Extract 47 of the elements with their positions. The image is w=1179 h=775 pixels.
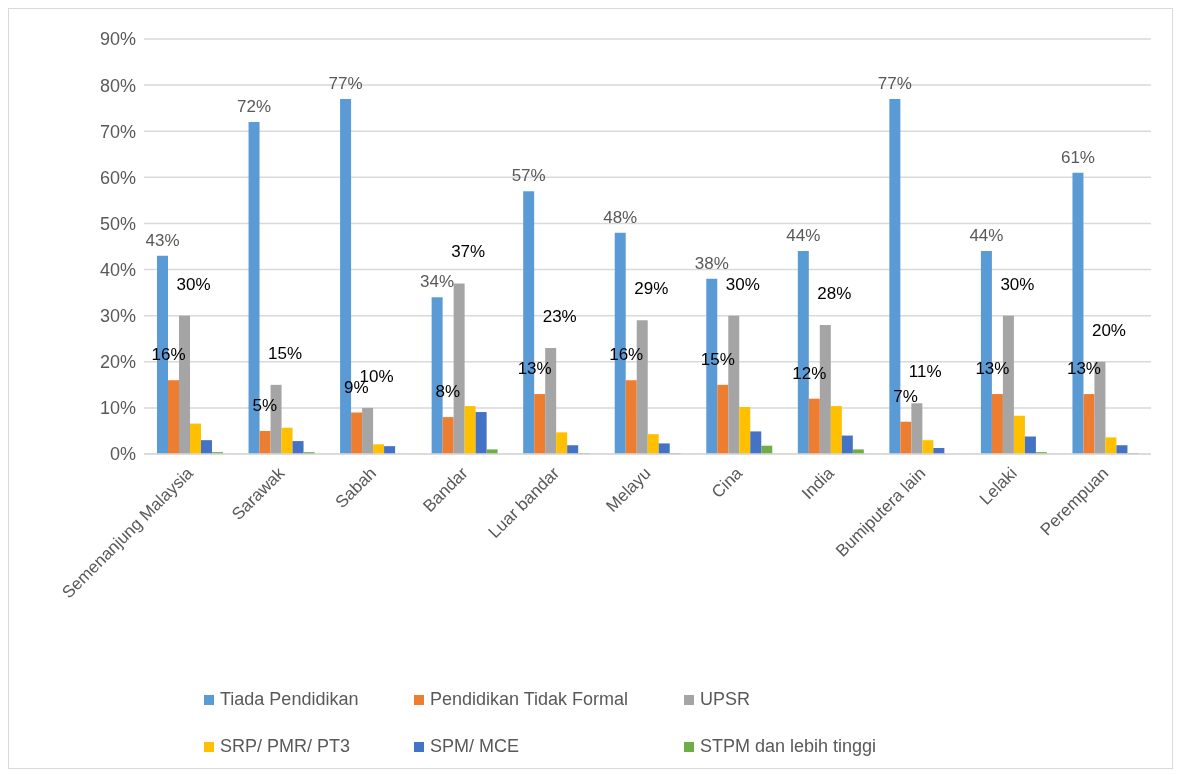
y-tick-label: 80%: [99, 75, 136, 96]
legend-label: SRP/ PMR/ PT3: [220, 736, 351, 757]
legend-label: Pendidikan Tidak Formal: [430, 689, 629, 710]
data-label: 30%: [176, 274, 211, 294]
data-label: 15%: [700, 349, 735, 369]
y-tick-label: 50%: [99, 213, 136, 234]
data-label: 44%: [786, 226, 821, 246]
data-label: 16%: [609, 345, 644, 365]
y-tick-label: 0%: [109, 444, 136, 465]
data-label: 8%: [435, 382, 461, 402]
data-label: 57%: [511, 166, 546, 186]
y-tick-label: 90%: [99, 29, 136, 50]
legend-label: STPM dan lebih tinggi: [700, 736, 877, 757]
data-label: 34%: [420, 272, 455, 292]
y-tick-label: 20%: [99, 352, 136, 373]
y-tick-label: 60%: [99, 167, 136, 188]
data-label: 29%: [634, 279, 669, 299]
data-label: 28%: [817, 283, 852, 303]
data-label: 13%: [517, 359, 552, 379]
data-label: 37%: [451, 242, 486, 262]
x-tick-label: Cina: [707, 463, 747, 502]
legend-label: SPM/ MCE: [430, 736, 520, 757]
data-label: 15%: [268, 343, 303, 363]
data-label: 72%: [237, 97, 272, 116]
data-label: 11%: [908, 362, 942, 382]
legend-label: Tiada Pendidikan: [220, 689, 359, 710]
data-label: 48%: [603, 207, 638, 227]
y-tick-label: 40%: [99, 259, 136, 280]
data-label: 16%: [151, 345, 186, 365]
data-label: 30%: [1000, 274, 1035, 294]
legend-label: UPSR: [700, 689, 751, 710]
data-label: 13%: [1066, 359, 1101, 379]
data-label: 30%: [725, 274, 760, 294]
data-label: 12%: [792, 363, 827, 383]
data-label: 38%: [694, 253, 729, 273]
data-label: 23%: [542, 306, 577, 326]
data-label: 5%: [252, 395, 278, 415]
data-label: 77%: [877, 73, 912, 93]
data-label: 13%: [975, 359, 1010, 379]
data-label: 20%: [1091, 320, 1126, 340]
y-tick-label: 10%: [99, 398, 136, 419]
y-tick-label: 70%: [99, 121, 136, 142]
data-label: 77%: [328, 73, 363, 93]
data-label: 61%: [1060, 147, 1095, 167]
y-tick-label: 30%: [99, 306, 136, 327]
data-label: 43%: [145, 230, 180, 250]
data-label: 44%: [969, 226, 1004, 246]
